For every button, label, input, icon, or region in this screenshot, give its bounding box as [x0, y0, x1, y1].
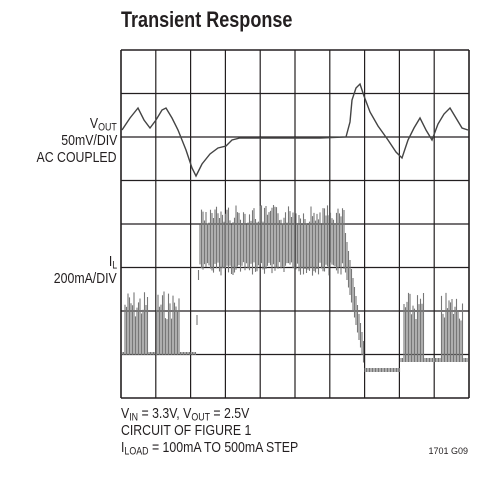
- vout-scale: 50mV/DIV: [60, 132, 117, 149]
- il-band: [121, 205, 468, 372]
- chart-title: Transient Response: [121, 7, 293, 32]
- vout-label: VOUT: [90, 115, 117, 134]
- note: ILOAD = 100mA TO 500mA STEP: [121, 439, 299, 458]
- il-scale: 200mA/DIV: [54, 270, 117, 287]
- vout-coupling: AC COUPLED: [37, 149, 117, 166]
- grid: [120, 49, 470, 399]
- il-trace: [121, 205, 468, 372]
- il-label: IL: [108, 253, 117, 272]
- note: CIRCUIT OF FIGURE 1: [121, 422, 252, 439]
- figure-id: 1701 G09: [428, 446, 468, 456]
- note: VIN = 3.3V, VOUT = 2.5V: [121, 405, 250, 424]
- vout-trace: [121, 82, 469, 178]
